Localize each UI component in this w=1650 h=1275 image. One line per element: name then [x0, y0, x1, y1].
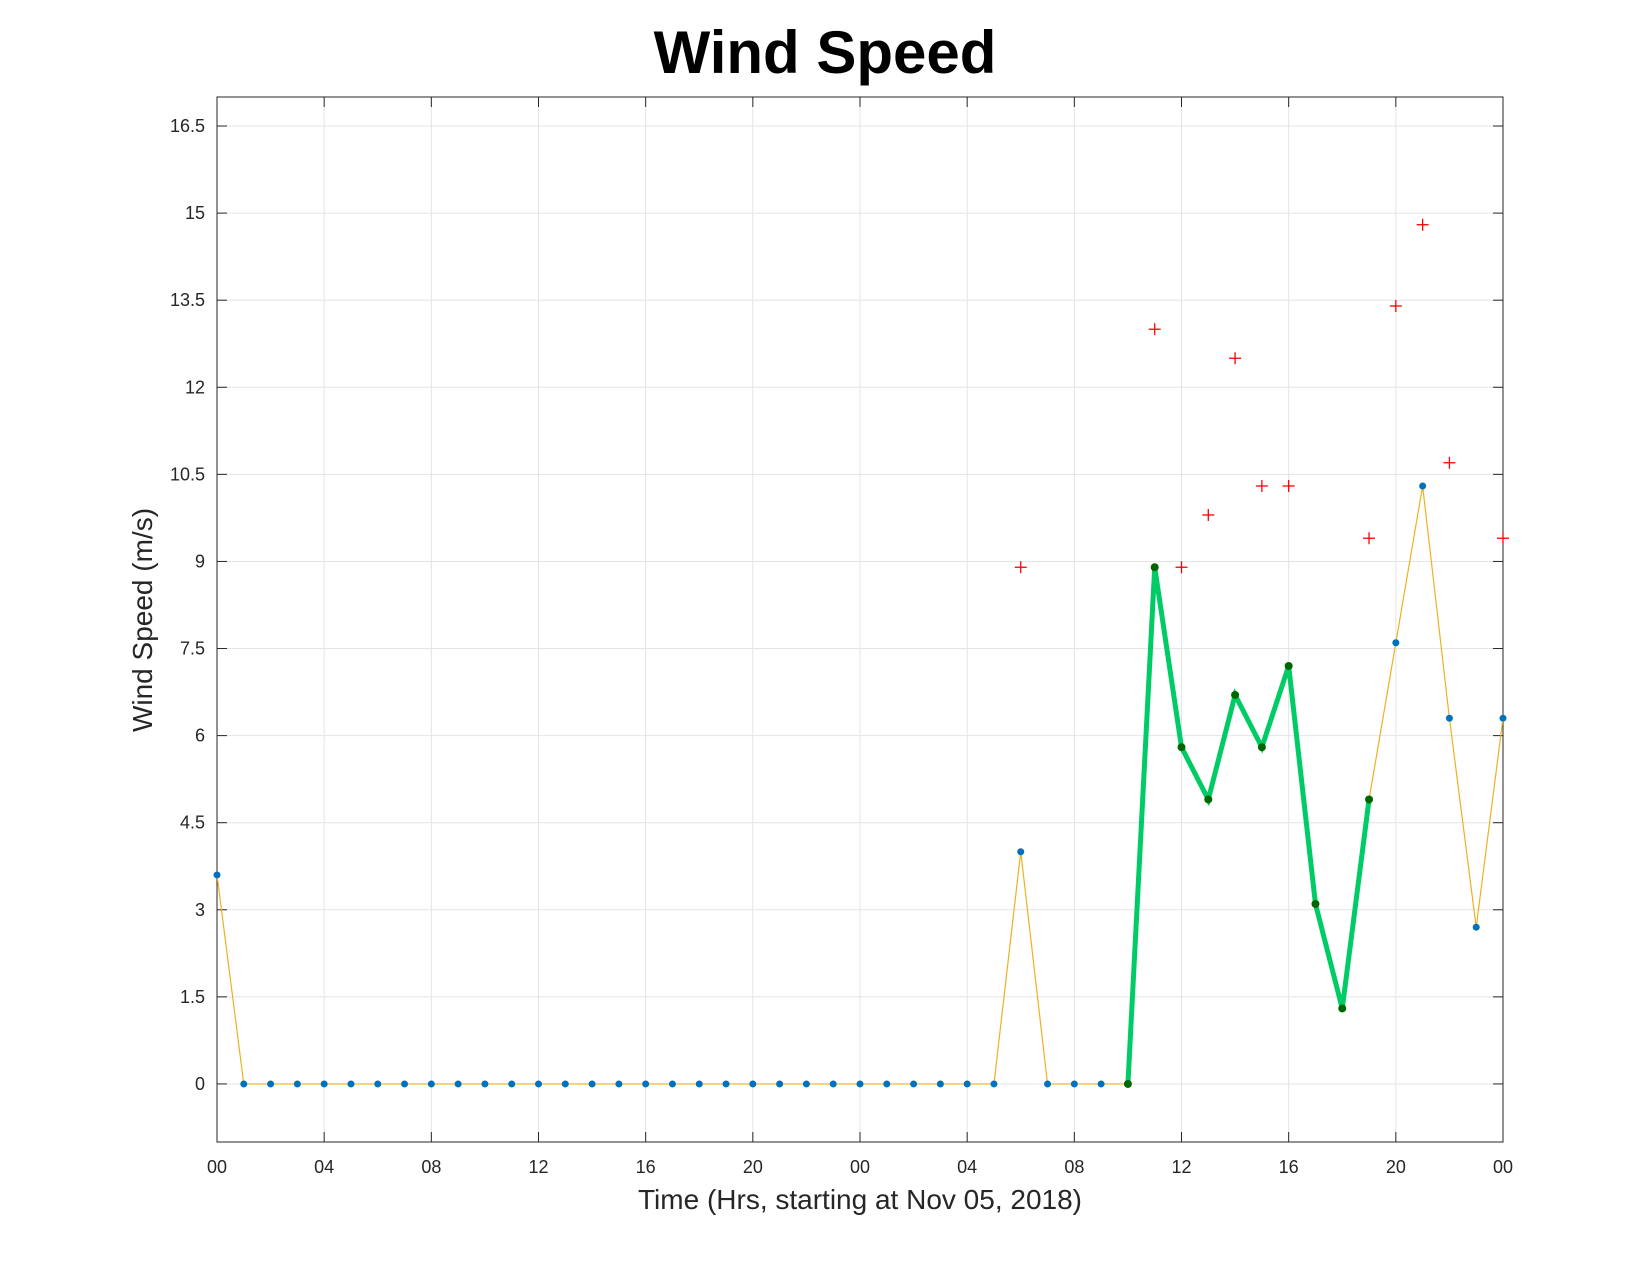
y-tick-label: 12: [185, 377, 205, 397]
x-tick-label: 00: [850, 1157, 870, 1177]
hourly-wind-speed-point: [642, 1080, 650, 1088]
hourly-wind-speed-point: [454, 1080, 462, 1088]
highlighted-segment-point: [1150, 563, 1159, 572]
hourly-wind-speed-point: [508, 1080, 516, 1088]
gust-marker: [1282, 479, 1295, 492]
hourly-wind-speed-point: [374, 1080, 382, 1088]
x-tick-label: 12: [1171, 1157, 1191, 1177]
hourly-wind-speed-point: [963, 1080, 971, 1088]
y-tick-label: 15: [185, 203, 205, 223]
hourly-wind-speed-point: [829, 1080, 837, 1088]
hourly-wind-speed-point: [1499, 714, 1507, 722]
gust-marker: [1497, 532, 1509, 545]
hourly-wind-speed-point: [401, 1080, 409, 1088]
hourly-wind-speed-point: [427, 1080, 435, 1088]
y-tick-label: 0: [195, 1074, 205, 1094]
x-tick-label: 08: [1064, 1157, 1084, 1177]
hourly-wind-speed-point: [1445, 714, 1453, 722]
highlighted-segment-point: [1311, 899, 1320, 908]
gust-marker: [1416, 218, 1429, 231]
highlighted-segment-point: [1257, 743, 1266, 752]
gust-marker: [1389, 300, 1402, 312]
x-tick-label: 16: [1279, 1157, 1299, 1177]
gust-marker: [1229, 352, 1242, 365]
hourly-wind-speed-point: [588, 1080, 596, 1088]
y-tick-label: 1.5: [180, 987, 205, 1007]
gust-marker: [1148, 323, 1161, 336]
gust-marker: [1443, 456, 1456, 469]
x-tick-label: 00: [207, 1157, 227, 1177]
hourly-wind-speed-point: [293, 1080, 301, 1088]
hourly-wind-speed-point: [1044, 1080, 1052, 1088]
grid-lines: [216, 97, 1504, 1142]
highlighted-segment-point: [1204, 795, 1213, 804]
hourly-wind-speed-point: [615, 1080, 623, 1088]
hourly-wind-speed-point: [1097, 1080, 1105, 1088]
y-tick-label: 9: [195, 551, 205, 571]
hourly-wind-speed-point: [481, 1080, 489, 1088]
x-tick-label: 20: [743, 1157, 763, 1177]
gust-marker: [1255, 479, 1268, 492]
hourly-wind-speed-point: [722, 1080, 730, 1088]
y-axis-title: Wind Speed (m/s): [127, 508, 158, 732]
series-group: [213, 218, 1509, 1088]
highlighted-segment-point: [1231, 690, 1240, 699]
chart-title: Wind Speed: [653, 19, 997, 86]
x-tick-label: 16: [636, 1157, 656, 1177]
hourly-wind-speed-point: [749, 1080, 757, 1088]
x-tick-label: 00: [1493, 1157, 1513, 1177]
highlighted-segment-point: [1365, 795, 1374, 804]
gust-marker: [1202, 509, 1215, 521]
x-tick-label: 12: [528, 1157, 548, 1177]
hourly-wind-speed-point: [320, 1080, 328, 1088]
hourly-wind-speed-point: [990, 1080, 998, 1088]
hourly-wind-speed-point: [776, 1080, 784, 1088]
y-tick-label: 4.5: [180, 813, 205, 833]
hourly-wind-speed-point: [910, 1080, 918, 1088]
x-tick-label: 08: [421, 1157, 441, 1177]
x-axis-title: Time (Hrs, starting at Nov 05, 2018): [638, 1184, 1082, 1215]
highlighted-segment-point: [1123, 1079, 1132, 1088]
hourly-wind-speed-point: [347, 1080, 355, 1088]
hourly-wind-speed-point: [240, 1080, 248, 1088]
x-tick-label: 04: [957, 1157, 977, 1177]
y-tick-label: 6: [195, 726, 205, 746]
axis-ticks: [216, 97, 1504, 1142]
hourly-wind-speed-point: [802, 1080, 810, 1088]
gust-marker: [1363, 532, 1376, 545]
hourly-wind-speed-point: [213, 871, 221, 879]
highlighted-segment-line: [1125, 566, 1372, 1085]
y-tick-label: 13.5: [170, 290, 205, 310]
hourly-wind-speed-point: [1392, 639, 1400, 647]
hourly-wind-speed-point: [535, 1080, 542, 1088]
hourly-wind-speed-point: [1017, 848, 1025, 856]
highlighted-segment-point: [1177, 743, 1186, 752]
x-tick-label: 04: [314, 1157, 334, 1177]
y-tick-label: 10.5: [170, 464, 205, 484]
hourly-wind-speed-point: [883, 1080, 891, 1088]
hourly-wind-speed-point: [695, 1080, 703, 1088]
y-tick-label: 16.5: [170, 116, 205, 136]
y-tick-label: 7.5: [180, 639, 205, 659]
highlighted-segment-point: [1284, 661, 1293, 670]
hourly-wind-speed-point: [936, 1080, 944, 1088]
hourly-wind-speed-point: [856, 1080, 864, 1088]
gust-marker: [1014, 561, 1027, 574]
hourly-wind-speed-point: [267, 1080, 275, 1088]
y-tick-label: 3: [195, 900, 205, 920]
hourly-wind-speed-point: [1472, 923, 1480, 931]
highlighted-segment-point: [1338, 1004, 1347, 1013]
hourly-wind-speed-point: [668, 1080, 676, 1088]
hourly-wind-speed-point: [1070, 1080, 1078, 1088]
gust-marker: [1175, 561, 1188, 574]
x-tick-label: 20: [1386, 1157, 1406, 1177]
tick-labels: 0 1.5 3 4.5 6 7.5 9 10.5 12 13.5 15 16.5 00 04 08 12 16 2…: [170, 116, 1513, 1177]
hourly-wind-speed-point: [561, 1080, 569, 1088]
hourly-wind-speed-point: [1419, 482, 1427, 490]
